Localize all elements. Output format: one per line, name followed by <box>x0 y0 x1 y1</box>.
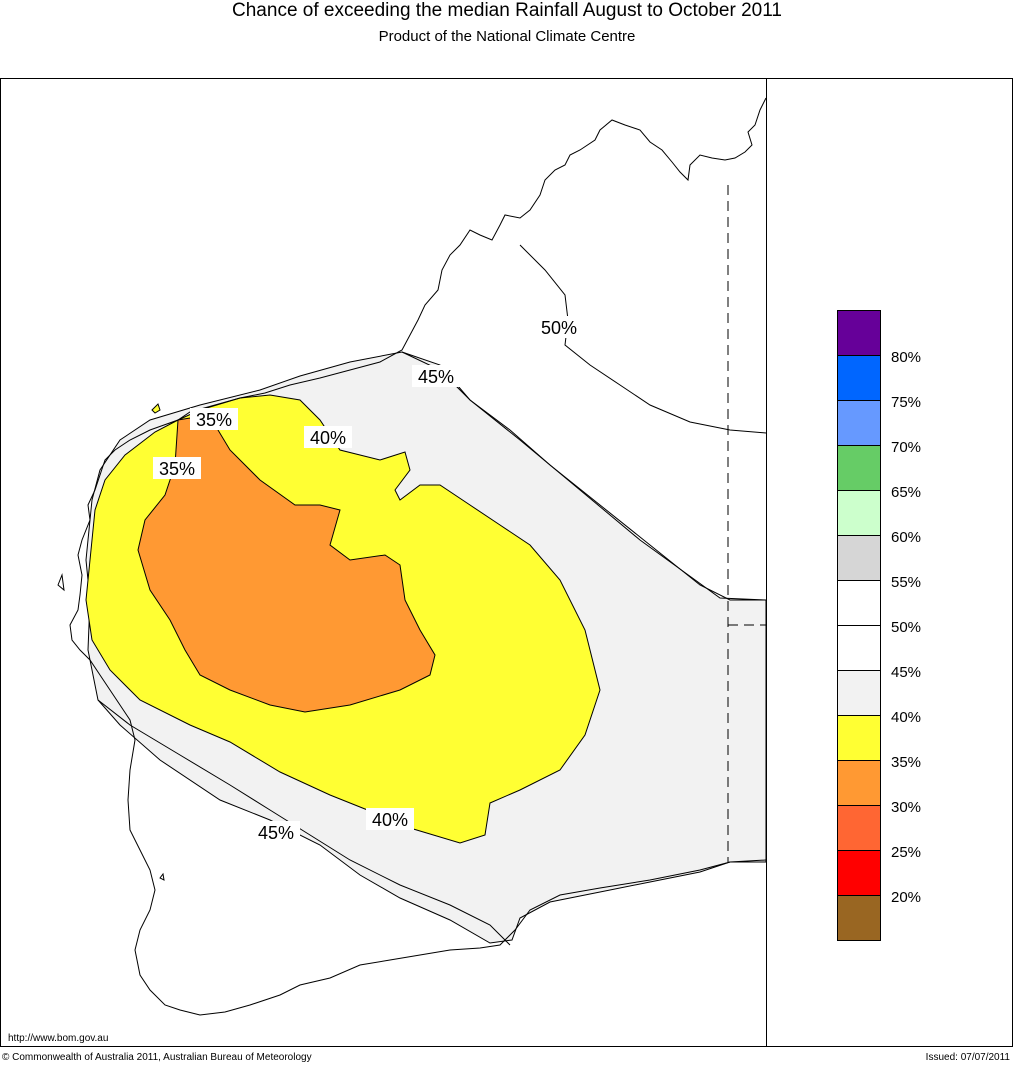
footer-issued: Issued: 07/07/2011 <box>925 1052 1010 1063</box>
svg-text:40%: 40% <box>372 810 408 830</box>
svg-text:35%: 35% <box>196 410 232 430</box>
map-title: Chance of exceeding the median Rainfall … <box>232 0 782 21</box>
contour-label-45-south: 45% <box>252 821 300 843</box>
legend-label: 40% <box>891 709 922 726</box>
contour-label-35-west: 35% <box>153 457 201 479</box>
island-north <box>151 403 161 414</box>
legend-label: 50% <box>891 619 922 636</box>
legend-label: 70% <box>891 439 922 456</box>
legend-swatch <box>837 805 881 851</box>
island-west <box>57 573 65 592</box>
legend-swatch <box>837 895 881 941</box>
legend-swatch <box>837 580 881 626</box>
coastline <box>69 97 767 1016</box>
legend-swatch <box>837 670 881 716</box>
legend-label: 80% <box>891 349 922 366</box>
contour-50 <box>519 244 767 434</box>
legend-swatch <box>837 355 881 401</box>
map-subtitle: Product of the National Climate Centre <box>378 28 636 45</box>
svg-text:45%: 45% <box>258 823 294 843</box>
svg-text:45%: 45% <box>418 367 454 387</box>
legend-label: 35% <box>891 754 922 771</box>
legend-swatch <box>837 445 881 491</box>
legend-label: 30% <box>891 799 922 816</box>
legend-label: 75% <box>891 394 922 411</box>
legend-swatch <box>837 490 881 536</box>
legend-label: 20% <box>891 889 922 906</box>
contour-label-40-north: 40% <box>304 426 352 448</box>
island-bay <box>159 872 165 881</box>
legend-label: 45% <box>891 664 922 681</box>
footer-url[interactable]: http://www.bom.gov.au <box>8 1033 109 1044</box>
legend-swatch <box>837 535 881 581</box>
legend-swatch <box>837 310 881 356</box>
map-frame <box>0 78 1013 1047</box>
band-30-35-region <box>137 417 436 713</box>
svg-text:50%: 50% <box>541 318 577 338</box>
legend-swatch <box>837 760 881 806</box>
svg-text:35%: 35% <box>159 459 195 479</box>
contour-label-35-north: 35% <box>190 408 238 430</box>
footer-copyright: © Commonwealth of Australia 2011, Austra… <box>2 1052 312 1063</box>
legend-label: 55% <box>891 574 922 591</box>
svg-text:40%: 40% <box>310 428 346 448</box>
legend-label: 60% <box>891 529 922 546</box>
legend-divider <box>766 78 767 1047</box>
contour-45-south <box>97 699 511 946</box>
contour-label-50: 50% <box>535 316 583 338</box>
legend-label: 25% <box>891 844 922 861</box>
legend-swatch <box>837 625 881 671</box>
legend-swatch <box>837 400 881 446</box>
contour-label-45-north: 45% <box>412 365 460 387</box>
legend-swatch <box>837 715 881 761</box>
legend <box>837 310 881 941</box>
legend-swatch <box>837 850 881 896</box>
legend-label: 65% <box>891 484 922 501</box>
contour-label-40-south: 40% <box>366 808 414 830</box>
